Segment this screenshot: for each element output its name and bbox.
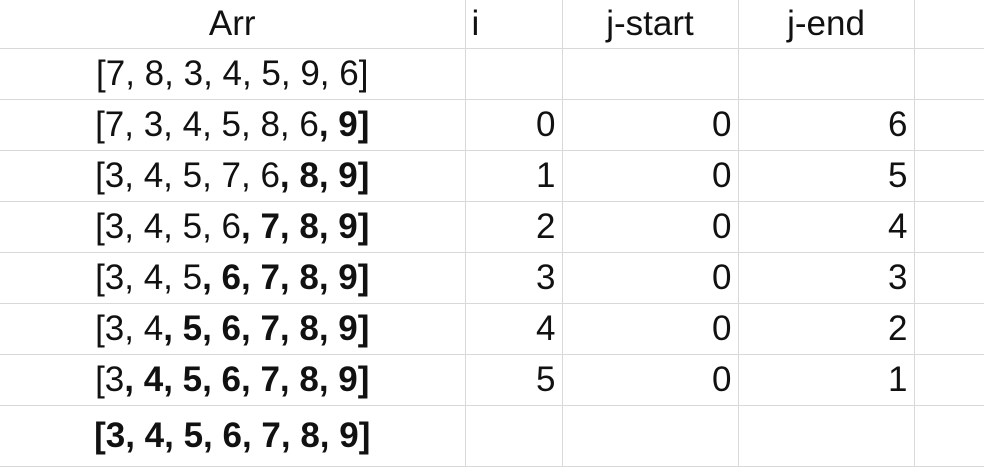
cell-arr[interactable]: [3, 4, 5, 6, 7, 8, 9] [0, 405, 466, 467]
cell-j-start[interactable]: 0 [562, 354, 739, 406]
table-row: [3, 4, 5, 6, 7, 8, 9] 5 0 1 [0, 354, 984, 406]
cell-arr[interactable]: [3, 4, 5, 6, 7, 8, 9] [0, 252, 466, 304]
table-row: [3, 4, 5, 6, 7, 8, 9] 4 0 2 [0, 303, 984, 355]
i-value: 1 [536, 156, 556, 195]
cell-arr[interactable]: [7, 8, 3, 4, 5, 9, 6] [0, 48, 466, 100]
empty-cell[interactable] [914, 303, 984, 355]
header-row: Arr i j-start j-end [0, 0, 984, 49]
cell-j-start[interactable] [562, 405, 739, 467]
empty-cell[interactable] [914, 0, 984, 49]
cell-i[interactable]: 4 [465, 303, 563, 355]
j-end-value: 2 [888, 309, 908, 348]
j-start-value: 0 [712, 360, 732, 399]
j-start-value: 0 [712, 309, 732, 348]
i-value: 3 [536, 258, 556, 297]
header-cell-i[interactable]: i [465, 0, 563, 49]
j-end-value: 1 [888, 360, 908, 399]
header-i-label: i [471, 4, 480, 43]
cell-j-start[interactable]: 0 [562, 201, 739, 253]
j-end-value: 4 [888, 207, 908, 246]
arr-bold-text: , 4, 5, 6, 7, 8, 9] [124, 360, 370, 399]
cell-arr[interactable]: [3, 4, 5, 7, 6, 8, 9] [0, 150, 466, 202]
table-row: [7, 8, 3, 4, 5, 9, 6] [0, 48, 984, 100]
cell-j-end[interactable] [738, 48, 915, 100]
cell-i[interactable]: 2 [465, 201, 563, 253]
cell-i[interactable]: 1 [465, 150, 563, 202]
empty-cell[interactable] [914, 252, 984, 304]
table-row: [3, 4, 5, 6, 7, 8, 9] 2 0 4 [0, 201, 984, 253]
header-j-start-label: j-start [606, 4, 694, 43]
cell-i[interactable]: 0 [465, 99, 563, 151]
cell-j-end[interactable]: 4 [738, 201, 915, 253]
j-end-value: 3 [888, 258, 908, 297]
header-j-end-label: j-end [787, 4, 865, 43]
i-value: 5 [536, 360, 556, 399]
arr-bold-text: , 6, 7, 8, 9] [202, 258, 370, 297]
i-value: 2 [536, 207, 556, 246]
arr-normal-text: [3, 4, 5, 6 [95, 207, 242, 246]
cell-j-end[interactable]: 1 [738, 354, 915, 406]
cell-arr[interactable]: [3, 4, 5, 6, 7, 8, 9] [0, 303, 466, 355]
header-cell-arr[interactable]: Arr [0, 0, 466, 49]
cell-j-start[interactable]: 0 [562, 303, 739, 355]
arr-normal-text: [7, 8, 3, 4, 5, 9, 6] [96, 54, 369, 93]
arr-normal-text: [3, 4, 5 [95, 258, 203, 297]
cell-i[interactable] [465, 48, 563, 100]
cell-arr[interactable]: [7, 3, 4, 5, 8, 6, 9] [0, 99, 466, 151]
table-row: [3, 4, 5, 6, 7, 8, 9] 3 0 3 [0, 252, 984, 304]
cell-j-start[interactable]: 0 [562, 99, 739, 151]
table-row: [7, 3, 4, 5, 8, 6, 9] 0 0 6 [0, 99, 984, 151]
table-row: [3, 4, 5, 7, 6, 8, 9] 1 0 5 [0, 150, 984, 202]
empty-cell[interactable] [914, 48, 984, 100]
empty-cell[interactable] [914, 201, 984, 253]
arr-bold-text: [3, 4, 5, 6, 7, 8, 9] [94, 416, 371, 455]
header-cell-j-end[interactable]: j-end [738, 0, 915, 49]
header-arr-label: Arr [208, 4, 256, 43]
arr-normal-text: [7, 3, 4, 5, 8, 6 [95, 105, 319, 144]
j-end-value: 6 [888, 105, 908, 144]
cell-j-end[interactable] [738, 405, 915, 467]
cell-j-start[interactable]: 0 [562, 150, 739, 202]
empty-cell[interactable] [914, 150, 984, 202]
arr-bold-text: , 9] [318, 105, 370, 144]
cell-i[interactable]: 5 [465, 354, 563, 406]
cell-j-start[interactable]: 0 [562, 252, 739, 304]
empty-cell[interactable] [914, 99, 984, 151]
j-end-value: 5 [888, 156, 908, 195]
arr-normal-text: [3, 4 [95, 309, 164, 348]
cell-j-end[interactable]: 6 [738, 99, 915, 151]
cell-i[interactable]: 3 [465, 252, 563, 304]
cell-j-end[interactable]: 3 [738, 252, 915, 304]
empty-cell[interactable] [914, 405, 984, 467]
empty-cell[interactable] [914, 354, 984, 406]
arr-bold-text: , 8, 9] [279, 156, 370, 195]
arr-normal-text: [3, 4, 5, 7, 6 [95, 156, 280, 195]
i-value: 4 [536, 309, 556, 348]
cell-j-end[interactable]: 2 [738, 303, 915, 355]
cell-i[interactable] [465, 405, 563, 467]
header-cell-j-start[interactable]: j-start [562, 0, 739, 49]
cell-arr[interactable]: [3, 4, 5, 6, 7, 8, 9] [0, 201, 466, 253]
i-value: 0 [536, 105, 556, 144]
cell-j-end[interactable]: 5 [738, 150, 915, 202]
arr-bold-text: , 5, 6, 7, 8, 9] [163, 309, 370, 348]
arr-normal-text: [3 [95, 360, 125, 399]
j-start-value: 0 [712, 156, 732, 195]
j-start-value: 0 [712, 105, 732, 144]
j-start-value: 0 [712, 207, 732, 246]
cell-arr[interactable]: [3, 4, 5, 6, 7, 8, 9] [0, 354, 466, 406]
cell-j-start[interactable] [562, 48, 739, 100]
arr-bold-text: , 7, 8, 9] [241, 207, 370, 246]
table-row: [3, 4, 5, 6, 7, 8, 9] [0, 405, 984, 467]
j-start-value: 0 [712, 258, 732, 297]
